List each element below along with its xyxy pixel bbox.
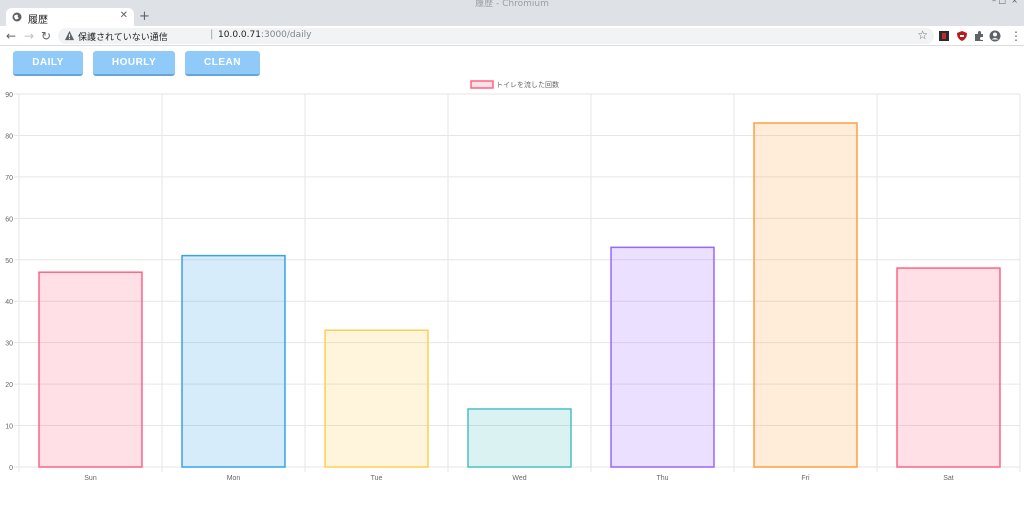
back-icon[interactable]: ← [6, 29, 17, 43]
hourly-button[interactable]: HOURLY [93, 51, 175, 76]
y-tick-label: 70 [5, 175, 13, 182]
y-tick-label: 90 [5, 92, 13, 99]
x-tick-label: Sat [943, 475, 954, 482]
legend-swatch[interactable] [470, 80, 494, 89]
omnibox-separator: | [210, 29, 214, 40]
url-text[interactable]: 10.0.0.71:3000/daily [218, 30, 311, 40]
x-tick-label: Thu [656, 475, 668, 482]
close-window-icon[interactable]: × [1011, 0, 1018, 5]
y-tick-label: 50 [5, 258, 13, 265]
x-tick-label: Tue [371, 475, 383, 482]
bar-sat[interactable] [896, 267, 1001, 468]
reload-icon[interactable]: ↻ [41, 29, 52, 43]
address-bar[interactable]: 保護されていない通信 | 10.0.0.71:3000/daily ☆ [58, 28, 934, 44]
browser-toolbar: ← → ↻ 保護されていない通信 | 10.0.0.71:3000/daily … [0, 26, 1024, 46]
new-tab-icon[interactable]: + [139, 9, 150, 24]
bar-mon[interactable] [181, 254, 286, 468]
bar-fri[interactable] [753, 122, 858, 468]
x-tick-label: Mon [227, 475, 241, 482]
y-tick-label: 60 [5, 216, 13, 223]
globe-icon [12, 12, 22, 22]
bar-thu[interactable] [610, 246, 715, 468]
minimize-icon[interactable]: – [992, 0, 996, 5]
url-host: 10.0.0.71 [218, 30, 261, 40]
extensions-puzzle-icon[interactable] [973, 30, 985, 42]
profile-avatar-icon[interactable] [989, 30, 1001, 42]
tab-title: 履歴 [28, 15, 48, 26]
chart-container: 0 10 20 30 40 50 60 70 80 90 Sun Mon Tue Wed Thu Fri Sat… [0, 77, 1024, 515]
bar-sun[interactable] [38, 271, 143, 468]
window-title: 履歴 - Chromium [475, 0, 549, 9]
extension-dark-icon[interactable] [938, 30, 950, 42]
y-tick-label: 20 [5, 382, 13, 389]
security-label[interactable]: 保護されていない通信 [78, 33, 168, 43]
forward-icon[interactable]: → [24, 29, 35, 43]
daily-button[interactable]: DAILY [13, 51, 83, 76]
y-tick-label: 80 [5, 133, 13, 140]
clean-button[interactable]: CLEAN [185, 51, 260, 76]
menu-kebab-icon[interactable]: ⋮ [1010, 29, 1022, 43]
warning-icon[interactable] [64, 30, 75, 41]
y-tick-label: 30 [5, 341, 13, 348]
ublock-shield-icon[interactable] [956, 30, 968, 42]
tab-strip: 履歴 ✕ + [0, 8, 1024, 26]
x-tick-label: Sun [84, 475, 97, 482]
maximize-icon[interactable]: □ [998, 0, 1006, 5]
bookmark-star-icon[interactable]: ☆ [917, 28, 928, 42]
bar-wed[interactable] [467, 408, 572, 468]
window-titlebar: 履歴 - Chromium – □ × [0, 0, 1024, 9]
legend-label[interactable]: トイレを流した回数 [496, 80, 559, 89]
x-tick-label: Fri [801, 475, 810, 482]
y-tick-label: 10 [5, 424, 13, 431]
bar-chart: 0 10 20 30 40 50 60 70 80 90 Sun Mon Tue Wed Thu Fri Sat… [5, 80, 1021, 482]
tab-close-icon[interactable]: ✕ [119, 10, 128, 21]
x-tick-label: Wed [512, 475, 526, 482]
y-tick-label: 40 [5, 299, 13, 306]
bar-tue[interactable] [324, 329, 429, 468]
url-path: :3000/daily [260, 30, 312, 40]
y-tick-label: 0 [9, 465, 13, 472]
tab-history[interactable]: 履歴 ✕ [6, 8, 134, 26]
